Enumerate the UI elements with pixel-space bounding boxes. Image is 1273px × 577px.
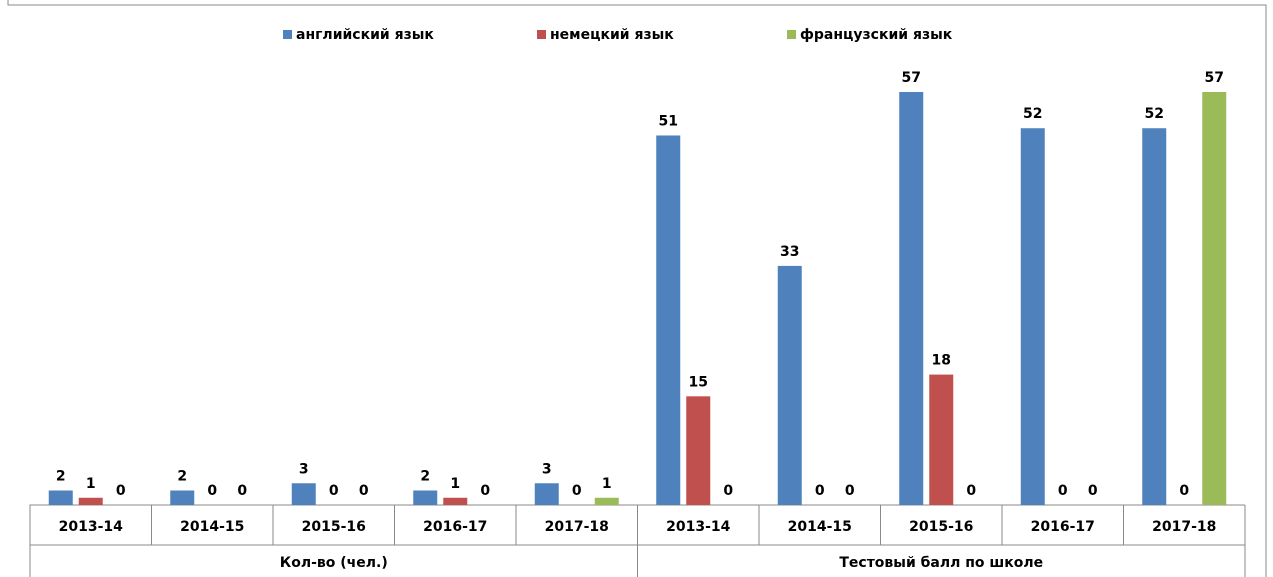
x-tick-label: 2017-18 xyxy=(545,519,609,535)
bar xyxy=(929,374,954,505)
data-label: 0 xyxy=(723,483,733,499)
x-tick-label: 2016-17 xyxy=(423,519,487,535)
data-label: 0 xyxy=(1058,483,1068,499)
bar xyxy=(170,490,195,505)
legend-swatch xyxy=(537,30,546,39)
bar xyxy=(777,265,802,505)
x-tick-label: 2016-17 xyxy=(1031,519,1095,535)
data-label: 1 xyxy=(86,476,96,492)
bar xyxy=(1020,128,1045,505)
data-label: 0 xyxy=(966,483,976,499)
x-tick-label: 2017-18 xyxy=(1152,519,1216,535)
group-label: Тестовый балл по школе xyxy=(839,555,1043,571)
data-label: 1 xyxy=(450,476,460,492)
bar xyxy=(291,483,316,505)
data-label: 0 xyxy=(1088,483,1098,499)
x-tick-label: 2013-14 xyxy=(59,519,124,535)
data-label: 51 xyxy=(659,113,678,129)
legend-swatch xyxy=(283,30,292,39)
data-label: 0 xyxy=(572,483,582,499)
chart-border xyxy=(7,0,1267,577)
data-label: 18 xyxy=(932,353,951,369)
legend-label: английский язык xyxy=(296,27,434,43)
data-label: 2 xyxy=(56,469,66,485)
data-label: 0 xyxy=(480,483,490,499)
legend-label: немецкий язык xyxy=(550,27,674,43)
legend-swatch xyxy=(787,30,796,39)
data-label: 0 xyxy=(845,483,855,499)
data-label: 2 xyxy=(177,469,187,485)
data-label: 52 xyxy=(1145,106,1164,122)
bar xyxy=(656,135,681,505)
bar xyxy=(1142,128,1167,505)
data-label: 0 xyxy=(237,483,247,499)
bar xyxy=(413,490,438,505)
data-label: 1 xyxy=(602,476,612,492)
bar xyxy=(1202,92,1227,505)
bar xyxy=(48,490,73,505)
bar xyxy=(594,497,619,505)
data-label: 57 xyxy=(1205,70,1224,86)
data-label: 3 xyxy=(299,461,309,477)
x-tick-label: 2015-16 xyxy=(302,519,366,535)
bar xyxy=(443,497,468,505)
data-label: 0 xyxy=(815,483,825,499)
x-tick-label: 2015-16 xyxy=(909,519,973,535)
x-tick-label: 2014-15 xyxy=(788,519,852,535)
data-label: 0 xyxy=(1179,483,1189,499)
data-label: 2 xyxy=(420,469,430,485)
data-label: 52 xyxy=(1023,106,1042,122)
data-label: 33 xyxy=(780,244,799,260)
data-label: 57 xyxy=(902,70,921,86)
bar xyxy=(686,396,711,505)
data-label: 0 xyxy=(329,483,339,499)
legend-label: французский язык xyxy=(800,27,953,43)
x-tick-label: 2014-15 xyxy=(180,519,244,535)
x-tick-label: 2013-14 xyxy=(666,519,731,535)
bar xyxy=(78,497,103,505)
group-label: Кол-во (чел.) xyxy=(280,555,388,571)
bar xyxy=(534,483,559,505)
data-label: 15 xyxy=(689,374,708,390)
data-label: 0 xyxy=(207,483,217,499)
data-label: 0 xyxy=(359,483,369,499)
bar xyxy=(899,92,924,505)
data-label: 3 xyxy=(542,461,552,477)
axis-frame xyxy=(29,504,1245,577)
data-label: 0 xyxy=(116,483,126,499)
